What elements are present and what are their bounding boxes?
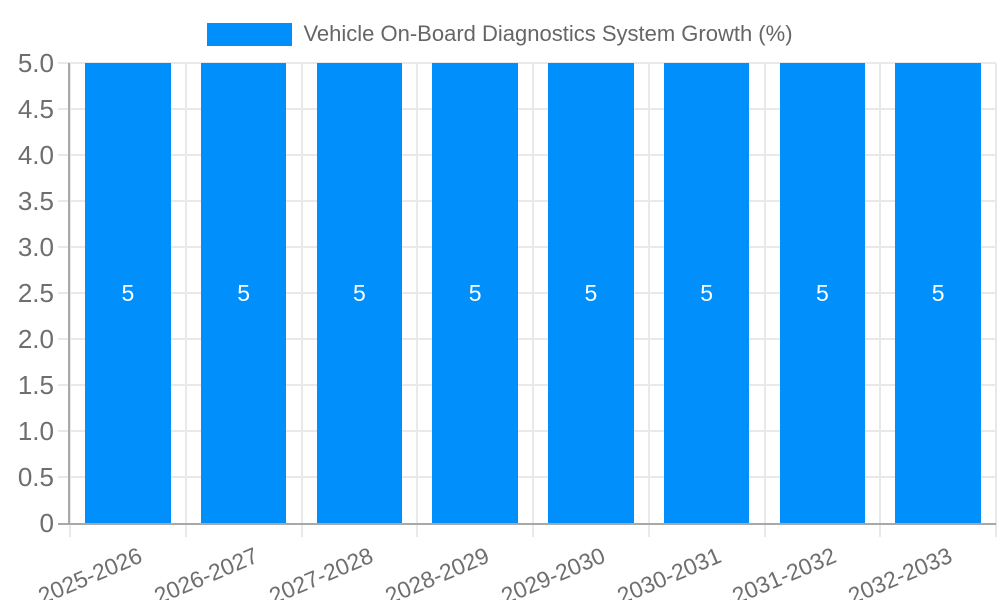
gridline-vertical bbox=[300, 63, 303, 537]
gridline-vertical bbox=[995, 63, 997, 537]
x-axis-tick-label: 2026-2027 bbox=[149, 542, 262, 600]
y-axis-tick-label: 1.0 bbox=[17, 416, 54, 446]
y-axis-tick-label: 4.5 bbox=[17, 94, 54, 124]
x-axis-tick-label: 2029-2030 bbox=[497, 542, 609, 600]
bar-value-label: 5 bbox=[237, 279, 251, 306]
gridline-horizontal bbox=[58, 62, 996, 64]
gridline-horizontal bbox=[58, 476, 996, 478]
y-axis-tick-label: 2.0 bbox=[17, 324, 54, 354]
y-axis-tick-label: 3.0 bbox=[17, 232, 54, 262]
x-axis-tick-label: 2028-2029 bbox=[381, 542, 493, 600]
x-axis-line bbox=[58, 523, 996, 525]
plot-area: 5 5 5 5 5 5 5 5 bbox=[58, 62, 997, 537]
bar[interactable]: 5 bbox=[432, 63, 518, 523]
bar[interactable]: 5 bbox=[85, 63, 171, 523]
bar[interactable]: 5 bbox=[779, 63, 866, 523]
bar[interactable]: 5 bbox=[895, 63, 981, 523]
y-axis-tick-label: 0 bbox=[39, 508, 54, 538]
y-axis-line bbox=[68, 63, 70, 523]
x-axis-tick-label: 2032-2033 bbox=[844, 542, 956, 600]
bar-value-label: 5 bbox=[468, 279, 482, 306]
x-axis-tick-label: 2030-2031 bbox=[612, 542, 725, 600]
bar-value-label: 5 bbox=[700, 279, 714, 306]
gridline-horizontal bbox=[58, 246, 996, 248]
gridline-horizontal bbox=[58, 338, 996, 340]
bar[interactable]: 5 bbox=[663, 63, 750, 523]
bar-value-label: 5 bbox=[584, 279, 598, 306]
gridline-vertical bbox=[416, 63, 419, 537]
gridline-vertical bbox=[879, 63, 882, 537]
x-axis-tick-label: 2025-2026 bbox=[34, 542, 146, 600]
gridline-horizontal bbox=[58, 384, 996, 386]
bar-value-label: 5 bbox=[352, 279, 366, 306]
legend-label: Vehicle On-Board Diagnostics System Grow… bbox=[303, 21, 793, 46]
legend-item[interactable]: Vehicle On-Board Diagnostics System Grow… bbox=[0, 21, 1000, 47]
y-axis-tick-label: 0.5 bbox=[17, 462, 54, 492]
gridline-horizontal bbox=[58, 430, 996, 432]
legend-swatch bbox=[207, 22, 293, 46]
bar-value-label: 5 bbox=[931, 279, 945, 306]
gridline-horizontal bbox=[58, 292, 996, 294]
bar[interactable]: 5 bbox=[316, 63, 403, 523]
gridline-vertical bbox=[184, 63, 187, 537]
y-axis-tick-label: 4.0 bbox=[17, 140, 54, 170]
bar-value-label: 5 bbox=[815, 279, 829, 306]
gridline-vertical bbox=[763, 63, 766, 537]
gridline-horizontal bbox=[58, 200, 996, 202]
gridline-horizontal bbox=[58, 154, 996, 156]
bar[interactable]: 5 bbox=[548, 63, 634, 523]
x-axis-tick-label: 2027-2028 bbox=[265, 542, 378, 600]
y-axis-tick-label: 5.0 bbox=[17, 48, 54, 78]
y-axis-tick-label: 2.5 bbox=[17, 278, 54, 308]
gridline-vertical bbox=[69, 63, 71, 537]
gridline-vertical bbox=[532, 63, 534, 537]
y-axis-tick-label: 3.5 bbox=[17, 186, 54, 216]
bar[interactable]: 5 bbox=[200, 63, 287, 523]
bar-value-label: 5 bbox=[121, 279, 135, 306]
y-axis-tick-label: 1.5 bbox=[17, 370, 54, 400]
x-axis-tick-label: 2031-2032 bbox=[728, 542, 841, 600]
gridline-horizontal bbox=[58, 108, 996, 110]
gridline-vertical bbox=[647, 63, 650, 537]
